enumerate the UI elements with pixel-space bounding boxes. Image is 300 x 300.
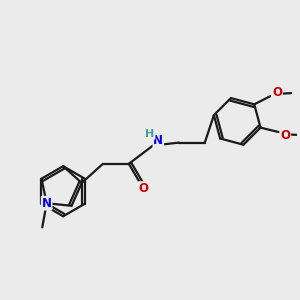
Text: O: O <box>139 182 148 195</box>
Text: N: N <box>153 134 163 147</box>
Text: O: O <box>280 128 290 142</box>
Text: H: H <box>146 129 155 139</box>
Text: O: O <box>272 86 282 99</box>
Text: N: N <box>42 197 52 210</box>
